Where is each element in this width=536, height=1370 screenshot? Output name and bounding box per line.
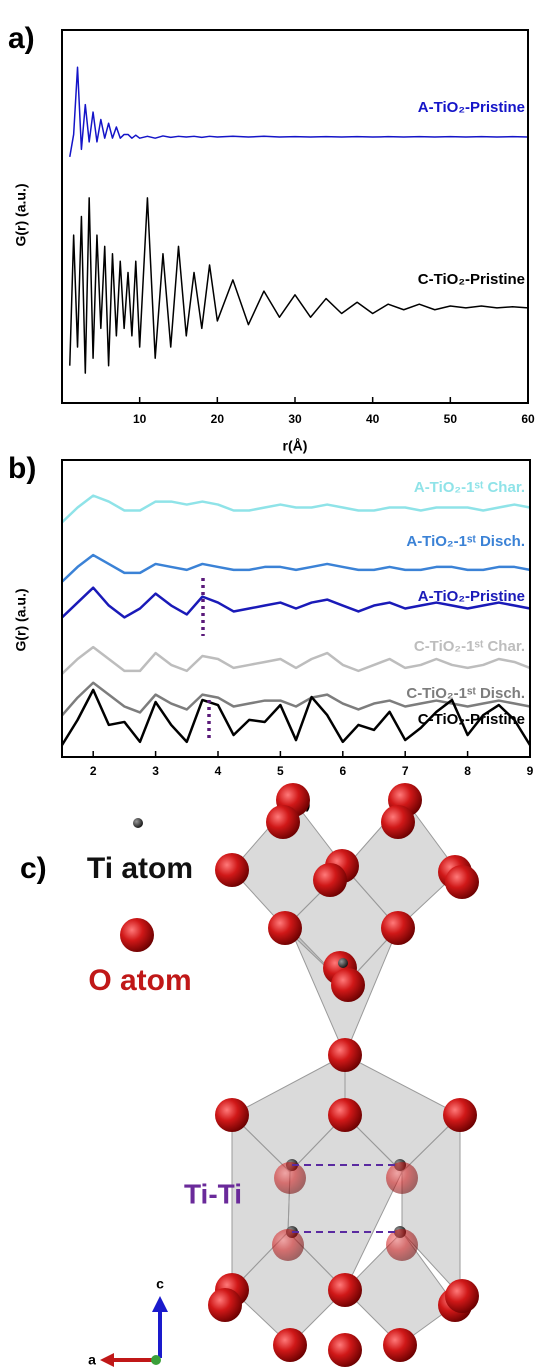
x-tick-label: 6: [339, 764, 346, 778]
x-tick-label: 9: [527, 764, 534, 778]
x-tick-label: 30: [288, 412, 302, 426]
x-tick-label: 3: [152, 764, 159, 778]
annotation: Ti-Ti: [184, 1178, 242, 1209]
series-label: A-TiO₂-1ˢᵗ Char.: [414, 479, 525, 496]
x-tick-label: 5: [277, 764, 284, 778]
axis-label: a: [88, 1352, 96, 1368]
panel-label: c): [20, 852, 47, 885]
y-axis-label: G(r) (a.u.): [13, 184, 29, 247]
panel-label: b): [8, 452, 36, 485]
panel-label: a): [8, 22, 35, 55]
axis-label: c: [156, 1276, 164, 1292]
axis-origin: [151, 1355, 161, 1365]
x-tick-label: 7: [402, 764, 409, 778]
series-line: [62, 496, 530, 523]
axis-arrow-head: [152, 1296, 168, 1312]
x-tick-label: 20: [211, 412, 225, 426]
figure: A-TiO₂-Pristine C-TiO₂-Pristine 10 20 30 40 50…: [0, 0, 536, 1370]
y-axis-label: G(r) (a.u.): [13, 589, 29, 652]
x-tick-label: 4: [215, 764, 222, 778]
series-label: A-TiO₂-Pristine: [418, 99, 525, 116]
x-tick-label: 2: [90, 764, 97, 778]
charts: A-TiO₂-Pristine C-TiO₂-Pristine 10 20 30 40 50…: [8, 22, 535, 812]
crystal-structure: c) Ti atom O atom: [20, 783, 479, 1368]
x-tick-label: 50: [444, 412, 458, 426]
series-label: C-TiO₂-Pristine: [418, 271, 525, 288]
axis-arrow-head: [100, 1353, 114, 1367]
x-tick-label: 60: [521, 412, 535, 426]
o-atom-icon: [120, 918, 154, 952]
legend-label: O atom: [88, 964, 191, 997]
x-tick-label: 10: [133, 412, 147, 426]
x-tick-label: 40: [366, 412, 380, 426]
legend-label: Ti atom: [87, 852, 193, 885]
x-axis-label: r(Å): [283, 438, 308, 454]
series-label: C-TiO₂-1ˢᵗ Char.: [414, 638, 525, 655]
series-line: [62, 555, 530, 582]
ti-atom-icon: [133, 818, 143, 828]
plot-frame: [62, 30, 528, 403]
series-label: C-TiO₂-1ˢᵗ Disch.: [406, 685, 525, 702]
series-label: A-TiO₂-Pristine: [418, 588, 525, 605]
series-label: A-TiO₂-1ˢᵗ Disch.: [406, 533, 525, 550]
series-label: C-TiO₂-Pristine: [418, 711, 525, 728]
x-tick-label: 8: [464, 764, 471, 778]
